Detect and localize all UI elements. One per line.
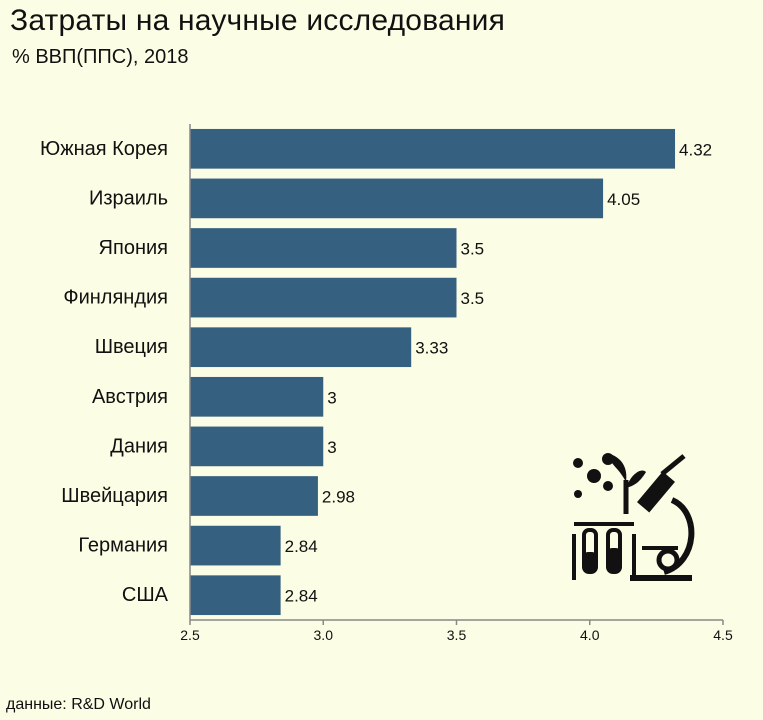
- category-labels: Южная Корея Израиль Япония Финляндия Швеция А…: [40, 138, 169, 606]
- x-tick-label: 4.5: [713, 627, 733, 643]
- category-label: США: [122, 584, 169, 606]
- bar-4: [190, 327, 412, 368]
- bars-group: [190, 128, 676, 616]
- bar-8: [190, 525, 281, 566]
- x-tick-label: 3.0: [314, 627, 334, 643]
- chart-title: Затраты на научные исследования: [10, 4, 506, 37]
- value-label: 3.33: [415, 339, 448, 358]
- bar-6: [190, 426, 324, 467]
- chart-subtitle: % ВВП(ППС), 2018: [12, 46, 189, 68]
- value-labels: 4.32 4.05 3.5 3.5 3.33 3 3 2.98 2.84 2.84: [285, 140, 713, 605]
- value-label: 3: [327, 388, 336, 407]
- category-label: Япония: [99, 237, 168, 259]
- value-label: 4.32: [679, 140, 712, 159]
- category-label: Израиль: [89, 187, 168, 209]
- category-label: Дания: [110, 435, 168, 457]
- value-label: 2.84: [285, 537, 318, 556]
- value-label: 3.5: [461, 289, 485, 308]
- value-label: 3.5: [461, 240, 485, 259]
- category-label: Австрия: [92, 386, 168, 408]
- category-label: Финляндия: [63, 287, 168, 309]
- x-tick-label: 3.5: [447, 627, 467, 643]
- category-label: Швеция: [95, 336, 168, 358]
- category-label: Южная Корея: [40, 138, 168, 160]
- data-source: данные: R&D World: [6, 696, 151, 713]
- bar-7: [190, 476, 318, 516]
- science-lab-icon: [572, 453, 695, 581]
- bar-1: [190, 178, 604, 219]
- bar-3: [190, 277, 457, 318]
- value-label: 2.98: [322, 488, 355, 507]
- bar-5: [190, 376, 324, 417]
- x-tick-label: 2.5: [180, 627, 200, 643]
- category-label: Германия: [78, 535, 168, 557]
- bar-2: [190, 228, 457, 268]
- bar-9: [190, 575, 281, 616]
- value-label: 4.05: [607, 190, 640, 209]
- value-label: 2.84: [285, 587, 318, 606]
- value-label: 3: [327, 438, 336, 457]
- category-label: Швейцария: [61, 485, 168, 507]
- bar-0: [190, 128, 676, 169]
- x-tick-label: 4.0: [580, 627, 600, 643]
- x-axis-ticks: 2.5 3.0 3.5 4.0 4.5: [180, 620, 733, 643]
